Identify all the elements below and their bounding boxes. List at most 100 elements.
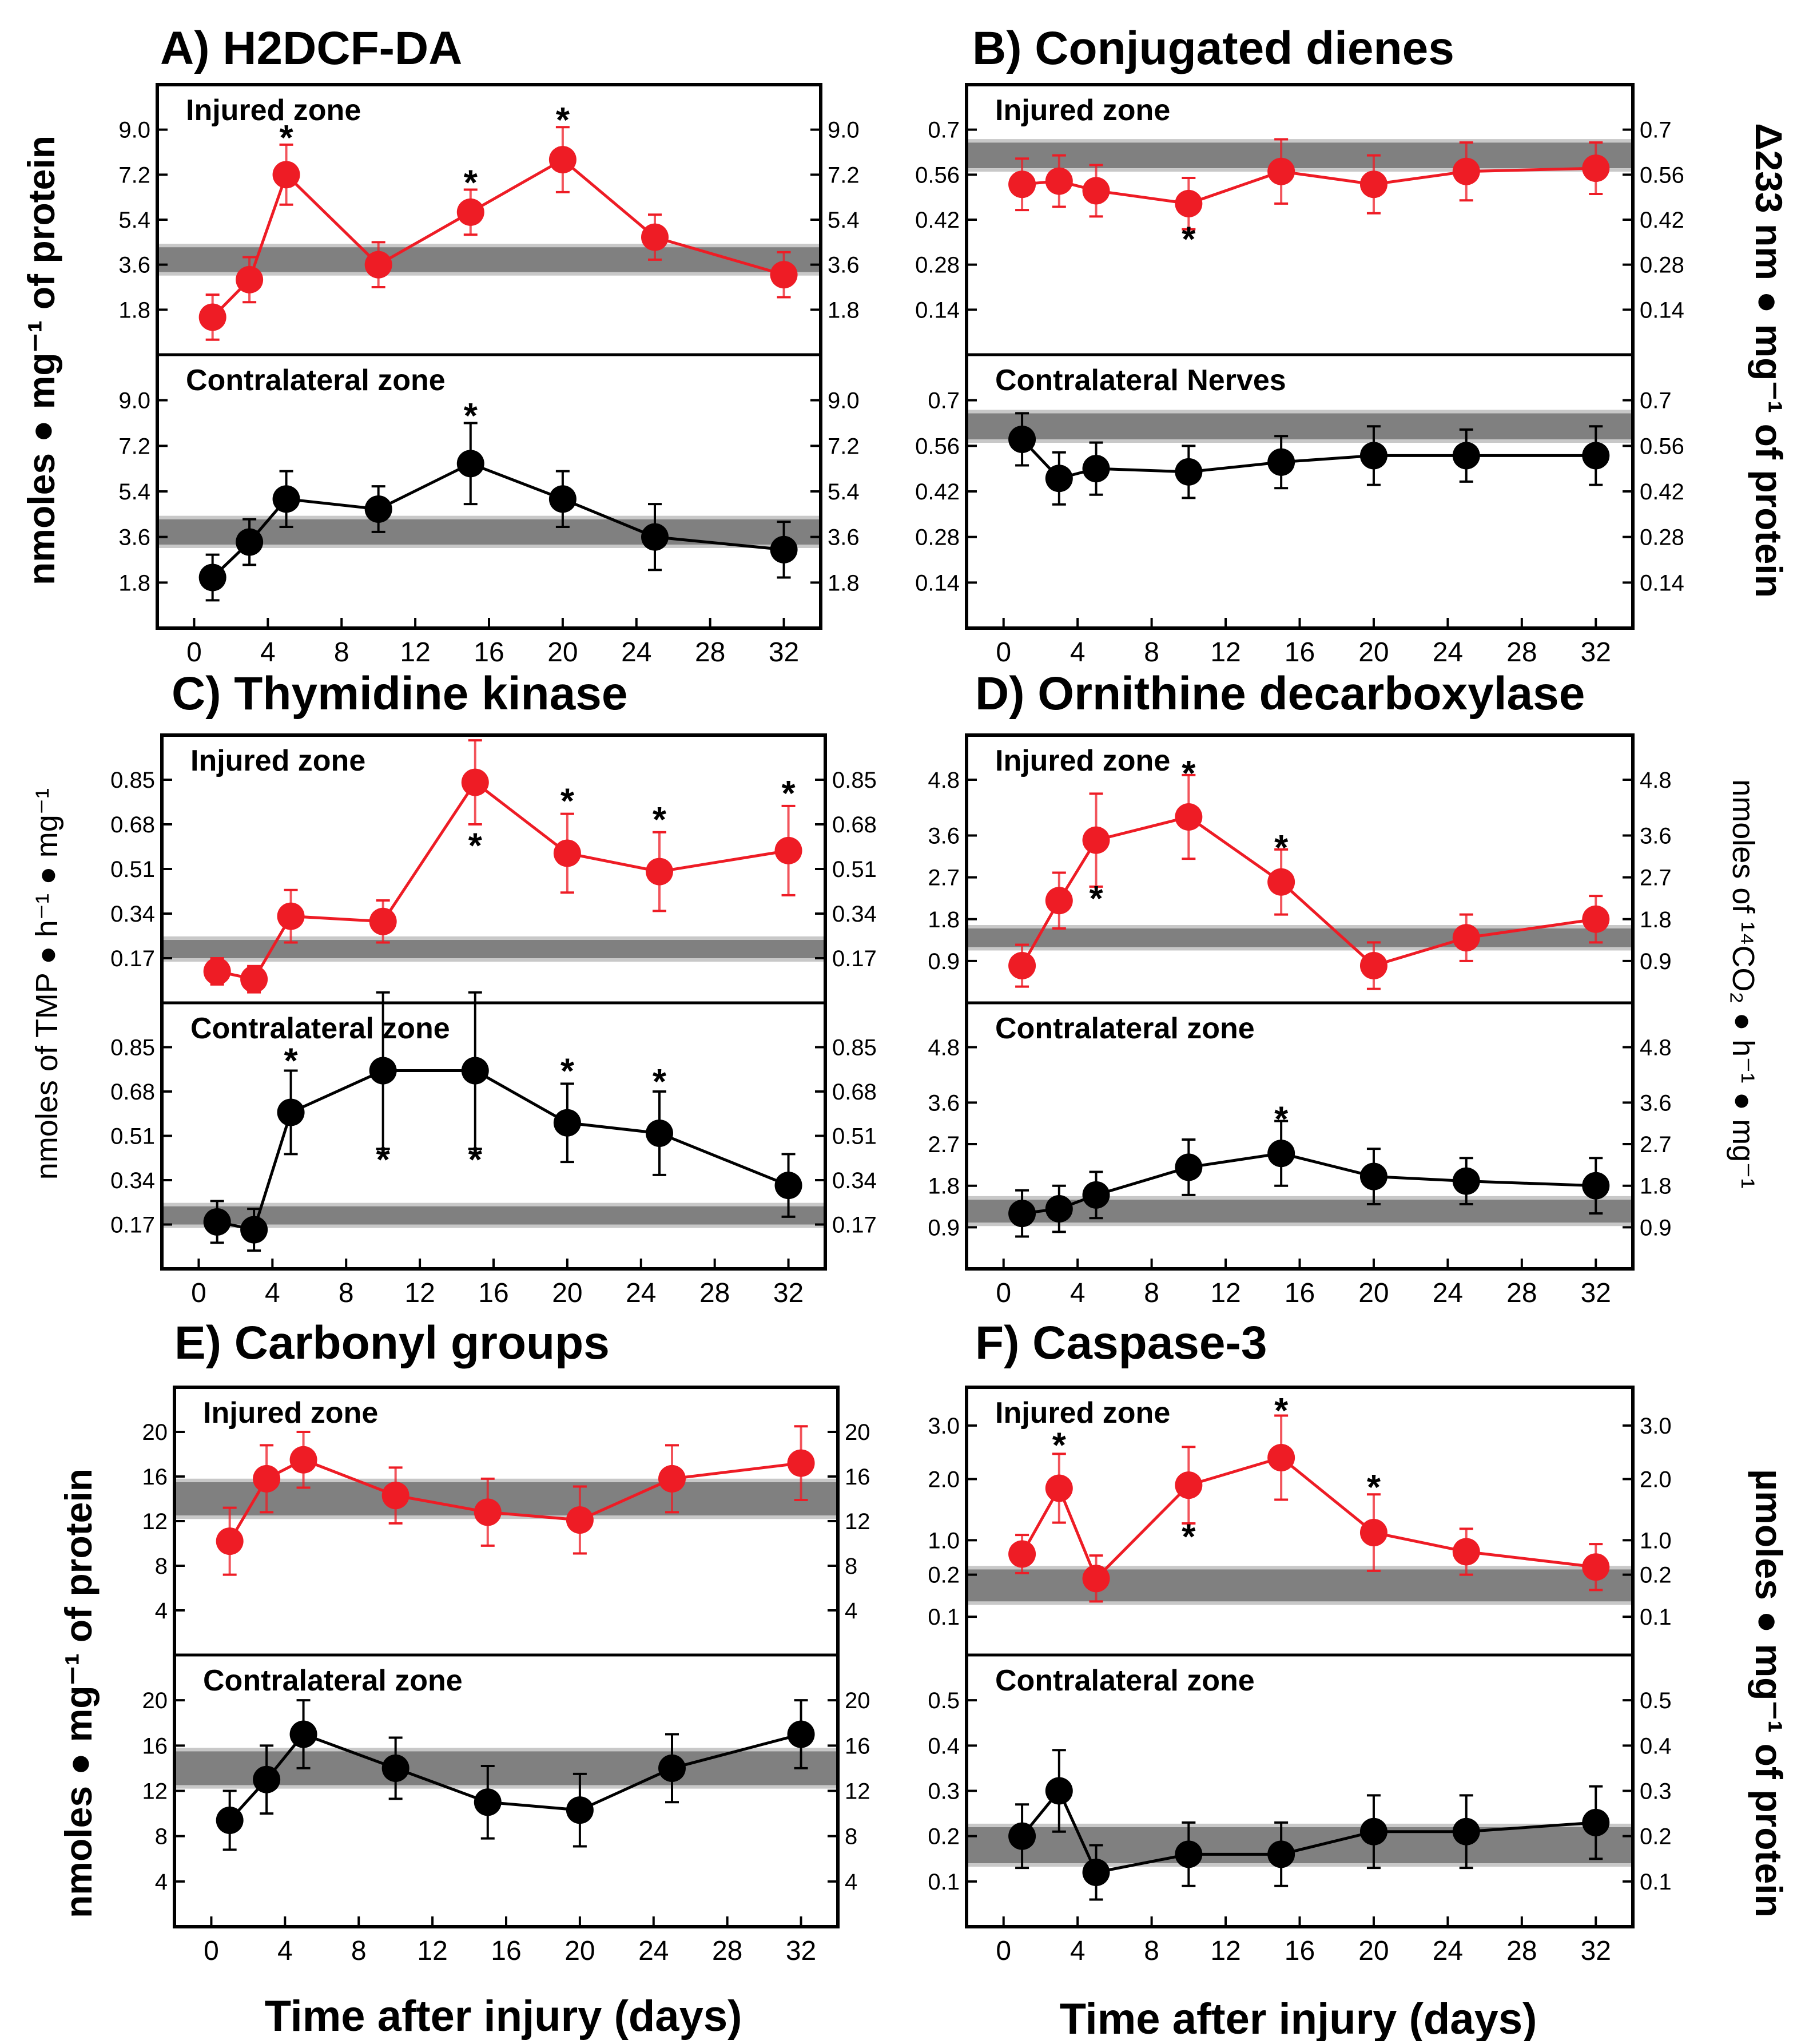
panel-f-injured-ytick-label-right: 3.0 — [1640, 1414, 1672, 1439]
panel-a-injured-ytick-label-left: 7.2 — [118, 162, 150, 188]
panel-a-xtick-label: 32 — [769, 637, 799, 668]
panel-a-contralateral-significance-star: * — [464, 396, 478, 436]
panel-c-contralateral-significance-star: * — [468, 1141, 483, 1180]
panel-e-contralateral-ytick-label-left: 16 — [142, 1733, 168, 1759]
panel-c-injured-ytick-label-right: 0.17 — [832, 946, 877, 971]
panel-d-contralateral-ytick-label-left: 1.8 — [928, 1174, 960, 1199]
panel-a-contralateral-ytick-label-right: 3.6 — [828, 525, 860, 550]
panel-b-injured-ytick-label-left: 0.42 — [915, 208, 960, 233]
panel-a-contralateral-ytick-label-right: 9.0 — [828, 388, 860, 414]
panel-a-contralateral-data-point — [770, 535, 798, 563]
panel-a-xtick-label: 28 — [695, 637, 725, 668]
panel-d-injured-ytick-label-right: 3.6 — [1640, 824, 1672, 849]
panel-c-contralateral-data-point — [461, 1057, 489, 1085]
panel-d-injured-ytick-label-left: 0.9 — [928, 949, 960, 974]
panel-d: D) Ornithine decarboxylase 0.9 0.9 1.8 1.8 2.… — [928, 668, 1671, 1308]
panel-f-injured-ytick-label-right: 0.2 — [1640, 1563, 1672, 1588]
panel-a-xtick-label: 24 — [621, 637, 651, 668]
panel-f-xtick-label: 24 — [1433, 1936, 1463, 1966]
panel-b-contralateral-ytick-label-left: 0.56 — [915, 434, 960, 459]
panel-a-injured-significance-star: * — [464, 163, 478, 203]
panel-e-contralateral-ytick-label-right: 8 — [845, 1824, 857, 1849]
panel-a-contralateral-data-point — [641, 523, 669, 551]
panel-c-injured-ytick-label-left: 0.68 — [110, 812, 155, 838]
panel-d-contralateral-ytick-label-left: 2.7 — [928, 1132, 960, 1157]
panel-a-contralateral-data-point — [364, 495, 392, 523]
panel-e-xtick-label: 32 — [786, 1936, 816, 1966]
panel-f-contralateral-data-point — [1082, 1859, 1110, 1886]
panel-b-y-label: Δ233 nm ● mg⁻¹ of protein — [1748, 123, 1790, 598]
panel-b-xtick-label: 4 — [1070, 637, 1086, 668]
panel-f-contralateral-ytick-label-right: 0.5 — [1640, 1688, 1672, 1713]
panel-d-injured-ytick-label-left: 1.8 — [928, 907, 960, 932]
panel-c-contralateral-data-point — [646, 1119, 673, 1147]
panel-b-injured: 0.14 0.14 0.28 0.28 0.42 0.42 0.56 0.56 0.7 0.7 In… — [915, 94, 1684, 323]
panel-b-injured-data-point — [1175, 189, 1203, 217]
panel-c-contralateral: 0.17 0.17 0.34 0.34 0.51 0.51 0.68 0.68 0.85 0.85… — [110, 991, 877, 1252]
panel-f-contralateral-data-point — [1008, 1822, 1036, 1850]
panel-f: F) Caspase-3 0.1 0.1 0.2 0.2 1.0 1.0 2.0 2.0 3.0 3… — [928, 1317, 1671, 1966]
panel-a-injured-ytick-label-right: 7.2 — [828, 162, 860, 188]
panel-d-injured-significance-star: * — [1182, 754, 1196, 793]
panel-e-contralateral-ytick-label-right: 16 — [845, 1733, 870, 1759]
panel-a-y-label: nmoles ● mg⁻¹ of protein — [20, 136, 62, 585]
panel-b-title: B) Conjugated dienes — [972, 22, 1454, 74]
panel-c-xtick-label: 28 — [699, 1278, 730, 1308]
panel-d-contralateral-control-band — [967, 1199, 1633, 1223]
panel-d-contralateral-data-point — [1452, 1167, 1480, 1195]
panel-d-injured-significance-star: * — [1274, 828, 1289, 868]
panel-f-contralateral-ytick-label-right: 0.2 — [1640, 1824, 1672, 1849]
panel-b-injured-ytick-label-right: 0.56 — [1640, 162, 1684, 188]
panel-c-xtick-label: 4 — [265, 1278, 280, 1308]
panel-c-injured-significance-star: * — [468, 827, 483, 866]
panel-e-contralateral-ytick-label-right: 4 — [845, 1870, 857, 1895]
panel-f-contralateral-label: Contralateral zone — [995, 1664, 1255, 1697]
panel-d-injured-control-band — [967, 928, 1633, 947]
panel-d-contralateral-data-point — [1082, 1181, 1110, 1209]
panel-a-injured-data-point — [641, 223, 669, 251]
panel-f-contralateral-data-point — [1045, 1777, 1073, 1805]
panel-a-injured-ytick-label-left: 9.0 — [118, 118, 150, 143]
panel-a-xtick-label: 12 — [400, 637, 430, 668]
panel-b-injured-data-point — [1359, 170, 1387, 199]
panel-e-injured-data-point — [253, 1464, 281, 1493]
panel-d-contralateral-label: Contralateral zone — [995, 1012, 1255, 1045]
panel-f-injured-data-point — [1582, 1553, 1610, 1581]
panel-a-injured-ytick-label-left: 1.8 — [118, 297, 150, 323]
panel-e-title: E) Carbonyl groups — [174, 1317, 610, 1369]
panel-e-injured-ytick-label-left: 4 — [155, 1598, 168, 1624]
panel-e-injured-data-point — [658, 1464, 686, 1493]
panel-f-injured-ytick-label-left: 1.0 — [928, 1528, 960, 1553]
panel-c-contralateral-ytick-label-right: 0.34 — [832, 1168, 877, 1193]
panel-d-xtick-label: 28 — [1506, 1278, 1537, 1308]
panel-e-contralateral-ytick-label-left: 4 — [155, 1870, 168, 1895]
panel-c-contralateral-ytick-label-left: 0.85 — [110, 1035, 155, 1061]
panel-c-xtick-label: 0 — [191, 1278, 206, 1308]
panel-d-xtick-label: 16 — [1285, 1278, 1315, 1308]
panel-f-injured: 0.1 0.1 0.2 0.2 1.0 1.0 2.0 2.0 3.0 3.0 Injured zo… — [928, 1391, 1671, 1630]
panel-d-contralateral-data-point — [1045, 1195, 1073, 1223]
panel-b-injured-ytick-label-right: 0.28 — [1640, 253, 1684, 278]
panel-d-xtick-label: 8 — [1144, 1278, 1159, 1308]
panel-f-title: F) Caspase-3 — [975, 1317, 1267, 1369]
panel-a-injured-data-point — [198, 303, 226, 331]
panel-b-xtick-label: 32 — [1581, 637, 1611, 668]
panel-c-xtick-label: 20 — [552, 1278, 582, 1308]
panel-c-injured-ytick-label-right: 0.85 — [832, 768, 877, 793]
panel-b-injured-data-point — [1008, 170, 1036, 199]
panel-e-xtick-label: 20 — [564, 1936, 595, 1966]
panel-f-contralateral-ytick-label-right: 0.4 — [1640, 1733, 1672, 1759]
panel-d-contralateral-ytick-label-right: 4.8 — [1640, 1035, 1672, 1061]
panel-f-contralateral-ytick-label-right: 0.1 — [1640, 1870, 1672, 1895]
panel-e-injured-ytick-label-right: 16 — [845, 1464, 870, 1490]
panel-f-xtick-label: 4 — [1070, 1936, 1086, 1966]
panel-d-contralateral: 0.9 0.9 1.8 1.8 2.7 2.7 3.6 3.6 4.8 4.8 Contralate… — [928, 1012, 1671, 1240]
panel-e-injured-ytick-label-left: 20 — [142, 1420, 168, 1445]
panel-a-xtick-label: 8 — [334, 637, 349, 668]
panel-e-xtick-label: 28 — [712, 1936, 742, 1966]
panel-b-injured-significance-star: * — [1182, 220, 1196, 260]
panel-f-injured-ytick-label-left: 0.2 — [928, 1563, 960, 1588]
panel-e-y-label: nmoles ● mg⁻¹ of protein — [57, 1468, 100, 1918]
